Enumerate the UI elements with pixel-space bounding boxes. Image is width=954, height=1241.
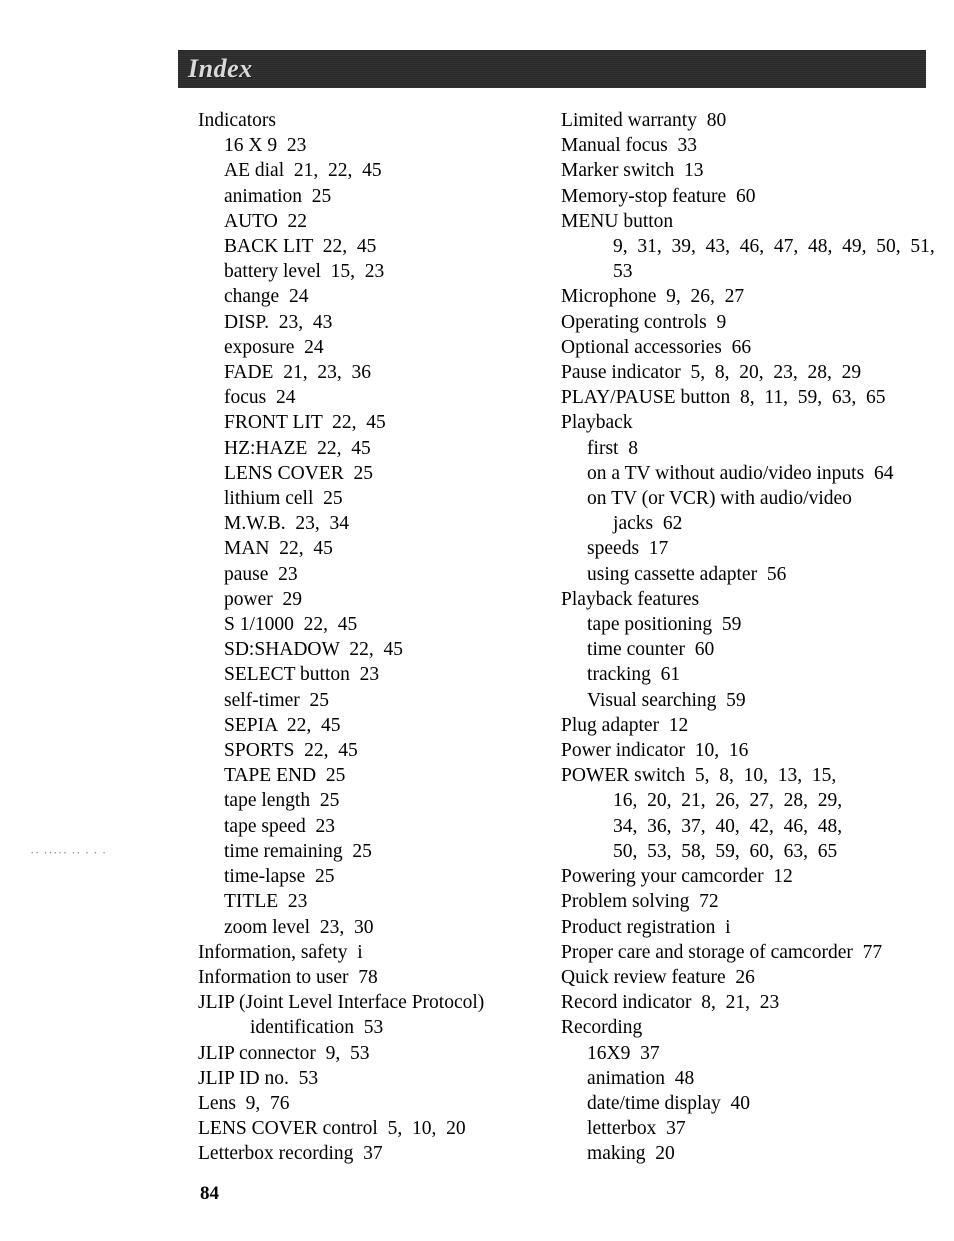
index-entry: Playback	[561, 410, 938, 435]
index-entry: Marker switch 13	[561, 158, 938, 183]
index-entry: 16, 20, 21, 26, 27, 28, 29,	[561, 788, 938, 813]
index-entry: on TV (or VCR) with audio/video	[561, 486, 938, 511]
index-entry: AE dial 21, 22, 45	[198, 158, 565, 183]
index-entry: Limited warranty 80	[561, 108, 938, 133]
index-entry: 16X9 37	[561, 1041, 938, 1066]
index-entry: JLIP (Joint Level Interface Protocol)	[198, 990, 565, 1015]
index-entry: date/time display 40	[561, 1091, 938, 1116]
index-entry: Quick review feature 26	[561, 965, 938, 990]
index-entry: POWER switch 5, 8, 10, 13, 15,	[561, 763, 938, 788]
index-entry: tracking 61	[561, 662, 938, 687]
index-entry: zoom level 23, 30	[198, 915, 565, 940]
index-entry: Problem solving 72	[561, 889, 938, 914]
index-entry: LENS COVER 25	[198, 461, 565, 486]
index-entry: 50, 53, 58, 59, 60, 63, 65	[561, 839, 938, 864]
index-entry: Optional accessories 66	[561, 335, 938, 360]
index-entry: jacks 62	[561, 511, 938, 536]
index-entry: FRONT LIT 22, 45	[198, 410, 565, 435]
index-entry: time remaining 25	[198, 839, 565, 864]
index-entry: tape positioning 59	[561, 612, 938, 637]
index-entry: pause 23	[198, 562, 565, 587]
index-entry: time-lapse 25	[198, 864, 565, 889]
index-entry: MAN 22, 45	[198, 536, 565, 561]
index-entry: HZ:HAZE 22, 45	[198, 436, 565, 461]
index-entry: focus 24	[198, 385, 565, 410]
section-header-title: Index	[188, 54, 253, 84]
index-entry: self-timer 25	[198, 688, 565, 713]
index-entry: Record indicator 8, 21, 23	[561, 990, 938, 1015]
index-entry: lithium cell 25	[198, 486, 565, 511]
index-entry: Letterbox recording 37	[198, 1141, 565, 1166]
index-entry: letterbox 37	[561, 1116, 938, 1141]
index-entry: MENU button	[561, 209, 938, 234]
index-entry: first 8	[561, 436, 938, 461]
page-number: 84	[200, 1183, 219, 1205]
index-entry: Plug adapter 12	[561, 713, 938, 738]
index-entry: PLAY/PAUSE button 8, 11, 59, 63, 65	[561, 385, 938, 410]
index-entry: Proper care and storage of camcorder 77	[561, 940, 938, 965]
index-entry: Playback features	[561, 587, 938, 612]
index-entry: Information, safety i	[198, 940, 565, 965]
index-entry: Lens 9, 76	[198, 1091, 565, 1116]
index-entry: Indicators	[198, 108, 565, 133]
index-entry: 34, 36, 37, 40, 42, 46, 48,	[561, 814, 938, 839]
index-entry: JLIP ID no. 53	[198, 1066, 565, 1091]
index-entry: identification 53	[198, 1015, 565, 1040]
index-entry: speeds 17	[561, 536, 938, 561]
index-entry: Pause indicator 5, 8, 20, 23, 28, 29	[561, 360, 938, 385]
index-entry: Information to user 78	[198, 965, 565, 990]
scan-noise: ·· ····· ·· · · ·	[30, 845, 107, 861]
index-entry: using cassette adapter 56	[561, 562, 938, 587]
index-entry: SPORTS 22, 45	[198, 738, 565, 763]
index-entry: Microphone 9, 26, 27	[561, 284, 938, 309]
index-entry: Visual searching 59	[561, 688, 938, 713]
index-entry: tape length 25	[198, 788, 565, 813]
index-entry: TAPE END 25	[198, 763, 565, 788]
index-entry: TITLE 23	[198, 889, 565, 914]
index-entry: SEPIA 22, 45	[198, 713, 565, 738]
index-entry: SD:SHADOW 22, 45	[198, 637, 565, 662]
index-entry: JLIP connector 9, 53	[198, 1041, 565, 1066]
index-entry: change 24	[198, 284, 565, 309]
index-entry: SELECT button 23	[198, 662, 565, 687]
index-entry: LENS COVER control 5, 10, 20	[198, 1116, 565, 1141]
index-entry: making 20	[561, 1141, 938, 1166]
index-entry: DISP. 23, 43	[198, 310, 565, 335]
index-entry: battery level 15, 23	[198, 259, 565, 284]
index-entry: 16 X 9 23	[198, 133, 565, 158]
index-entry: Power indicator 10, 16	[561, 738, 938, 763]
index-entry: S 1/1000 22, 45	[198, 612, 565, 637]
index-entry: AUTO 22	[198, 209, 565, 234]
index-entry: Product registration i	[561, 915, 938, 940]
index-entry: power 29	[198, 587, 565, 612]
index-entry: exposure 24	[198, 335, 565, 360]
index-entry: Operating controls 9	[561, 310, 938, 335]
index-entry: on a TV without audio/video inputs 64	[561, 461, 938, 486]
index-columns: Indicators16 X 9 23AE dial 21, 22, 45ani…	[178, 108, 938, 1167]
section-header-bar: Index	[178, 50, 926, 88]
index-entry: animation 25	[198, 184, 565, 209]
index-entry: animation 48	[561, 1066, 938, 1091]
index-entry: time counter 60	[561, 637, 938, 662]
index-column-left: Indicators16 X 9 23AE dial 21, 22, 45ani…	[198, 108, 565, 1167]
index-entry: Memory-stop feature 60	[561, 184, 938, 209]
index-entry: Powering your camcorder 12	[561, 864, 938, 889]
index-entry: FADE 21, 23, 36	[198, 360, 565, 385]
index-entry: 9, 31, 39, 43, 46, 47, 48, 49, 50, 51, 5…	[561, 234, 938, 284]
page-content: Index Indicators16 X 9 23AE dial 21, 22,…	[178, 50, 938, 1167]
index-entry: Recording	[561, 1015, 938, 1040]
index-entry: tape speed 23	[198, 814, 565, 839]
index-entry: BACK LIT 22, 45	[198, 234, 565, 259]
index-column-right: Limited warranty 80Manual focus 33Marker…	[561, 108, 938, 1167]
index-entry: Manual focus 33	[561, 133, 938, 158]
index-entry: M.W.B. 23, 34	[198, 511, 565, 536]
